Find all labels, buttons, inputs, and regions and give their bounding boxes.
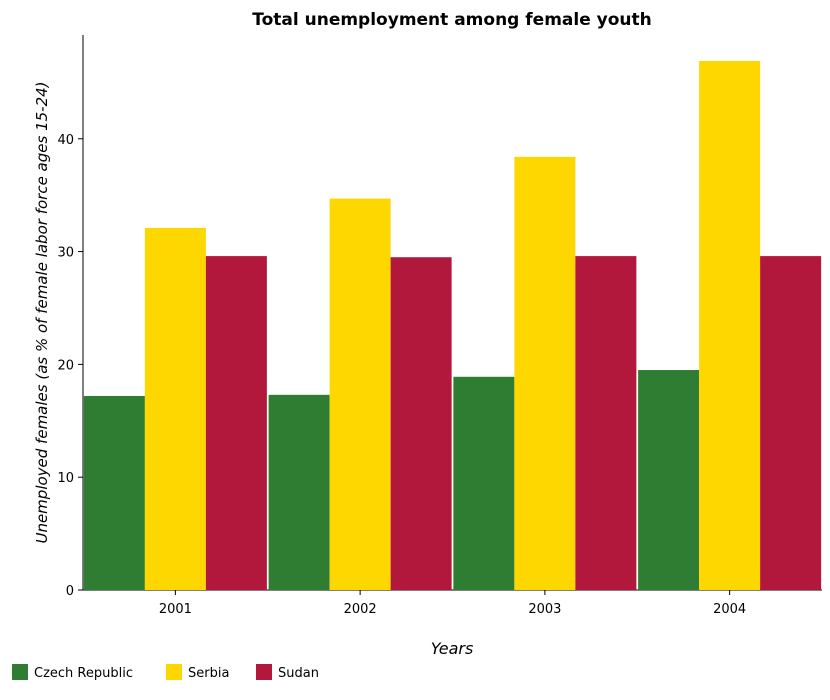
legend-swatch (256, 664, 272, 680)
legend-label: Czech Republic (34, 666, 133, 681)
legend-label: Sudan (278, 666, 319, 681)
y-tick-label: 20 (57, 358, 74, 373)
x-tick-label: 2002 (344, 602, 377, 617)
legend-label: Serbia (188, 666, 229, 681)
bar (760, 256, 822, 590)
x-axis-label: Years (431, 639, 474, 658)
x-tick-label: 2001 (159, 602, 192, 617)
bar (699, 60, 761, 590)
y-tick-label: 30 (57, 246, 74, 261)
bar (144, 227, 206, 590)
legend-swatch (166, 664, 182, 680)
bar (390, 257, 452, 590)
x-tick-label: 2004 (713, 602, 746, 617)
bar (268, 394, 330, 590)
bar (575, 256, 637, 590)
y-tick-label: 10 (57, 471, 74, 486)
bar (638, 370, 700, 590)
legend-swatch (12, 664, 28, 680)
bar (514, 156, 576, 590)
y-tick-label: 40 (57, 133, 74, 148)
y-axis-label: Unemployed females (as % of female labor… (33, 81, 51, 543)
chart-title: Total unemployment among female youth (252, 10, 652, 30)
bar (83, 395, 145, 590)
bar (453, 376, 515, 590)
bar (205, 256, 267, 590)
y-tick-label: 0 (66, 584, 74, 599)
bar (329, 198, 391, 590)
x-tick-label: 2003 (528, 602, 561, 617)
